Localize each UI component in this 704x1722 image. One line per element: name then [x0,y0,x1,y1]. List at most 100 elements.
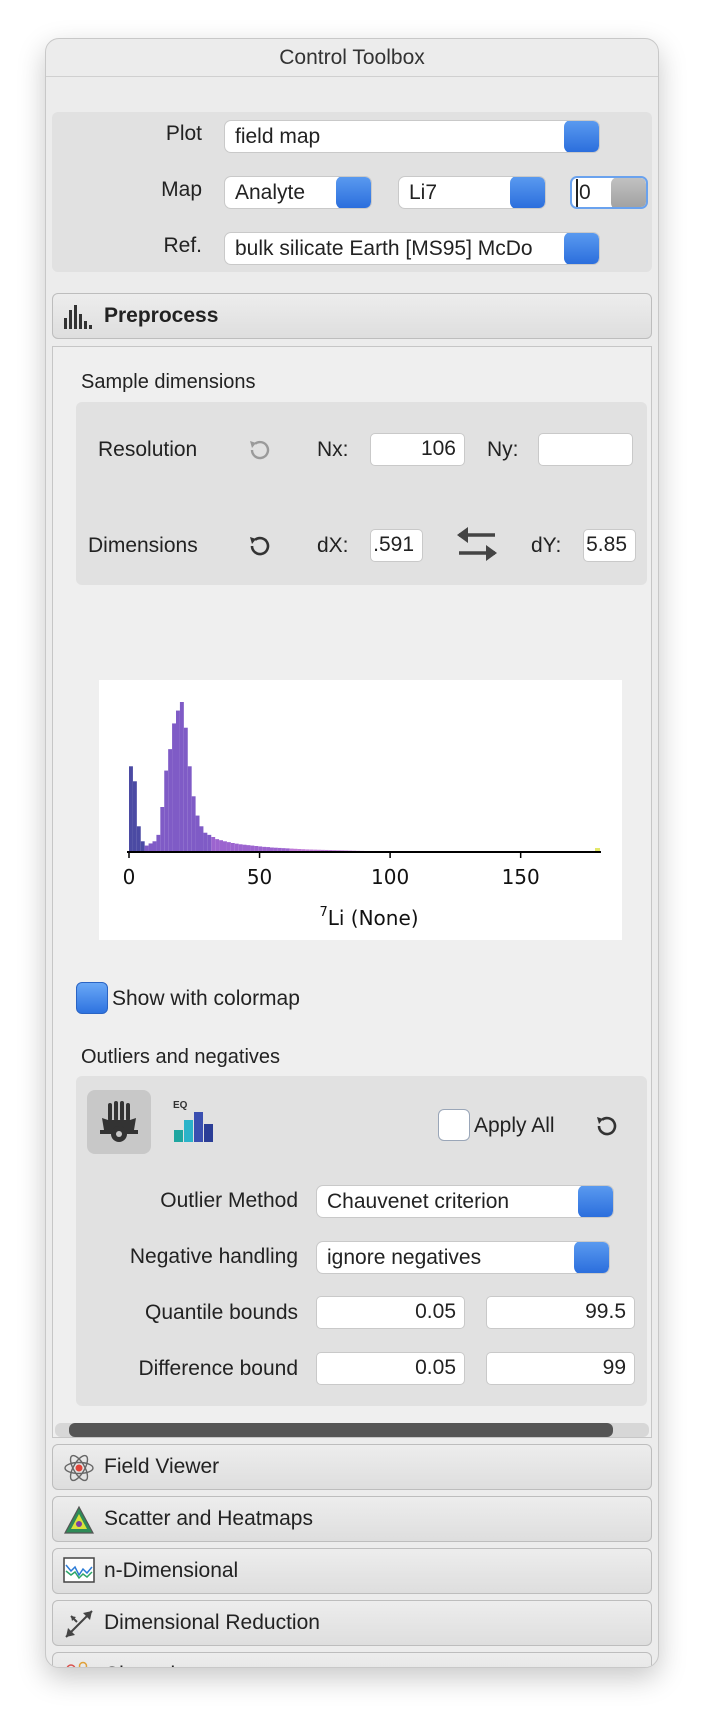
histogram-plot[interactable]: 0 50 100 150 7Li (None) [99,680,622,940]
dx-field[interactable]: .591 [370,529,423,562]
histogram-icon [63,304,93,335]
atom-icon [63,1452,95,1489]
histogram-bar [246,845,251,852]
histogram-bar [313,849,317,852]
outlier-method-label: Outlier Method [160,1189,298,1212]
dropdown-arrow-icon [336,177,371,208]
histogram-bar [234,843,239,852]
difference-lower-field[interactable]: 0.05 [316,1352,465,1385]
histogram-bar [285,848,290,852]
histogram-bar [223,841,227,852]
control-toolbox-window: Control Toolbox Plot field map Map Analy… [45,38,659,1668]
histogram-bar [183,727,188,852]
reference-dropdown[interactable]: bulk silicate Earth [MS95] McDo [224,232,600,265]
dropdown-arrow-icon [510,177,545,208]
histogram-bar [215,839,220,852]
histogram-xlabel-superscript: 7 [319,905,327,920]
map-label: Map [161,178,202,201]
title-bar[interactable]: Control Toolbox [46,39,658,77]
reset-outliers-icon[interactable] [593,1112,621,1145]
preprocess-section-header[interactable]: Preprocess [52,293,652,339]
histogram-bar [277,847,282,852]
histogram-bar [199,826,204,852]
map-index-value: 0 [576,179,610,207]
reset-resolution-icon[interactable] [246,436,274,469]
histogram-bar [324,849,329,852]
dy-label: dY: [531,534,562,557]
negative-handling-value: ignore negatives [327,1246,482,1269]
histogram-bar [136,826,141,852]
histogram-bar [164,770,169,852]
dy-field[interactable]: 5.85 [583,529,636,562]
section-n-dimensional[interactable]: n-Dimensional [52,1548,652,1594]
histogram-bar [176,710,180,852]
map-analyte-dropdown[interactable]: Li7 [398,176,546,209]
quantile-upper-field[interactable]: 99.5 [486,1296,635,1329]
section-n-dimensional-label: n-Dimensional [104,1559,239,1582]
histogram-bar [148,843,153,852]
clustering-icon [63,1660,95,1667]
histogram-bar [140,841,145,852]
histogram-bar [305,849,310,852]
histogram-bar [179,702,184,852]
section-clustering[interactable]: Clustering [52,1652,652,1667]
negative-handling-dropdown[interactable]: ignore negatives [316,1241,610,1274]
triangle-heatmap-icon [63,1504,95,1541]
histogram-bar [317,849,321,852]
plot-type-dropdown[interactable]: field map [224,120,600,153]
histogram-bar [595,848,600,852]
dimensions-label: Dimensions [88,534,198,557]
outlier-method-dropdown[interactable]: Chauvenet criterion [316,1185,614,1218]
scrollbar-thumb[interactable] [69,1423,613,1437]
map-type-dropdown[interactable]: Analyte [224,176,372,209]
section-dimensional-reduction[interactable]: Dimensional Reduction [52,1600,652,1646]
ny-field[interactable] [538,433,633,466]
plot-type-value: field map [235,125,321,148]
difference-upper-field[interactable]: 99 [486,1352,635,1385]
outlier-method-value: Chauvenet criterion [327,1190,510,1213]
histogram-tick-label: 100 [371,865,409,889]
section-scatter-heatmaps[interactable]: Scatter and Heatmaps [52,1496,652,1542]
section-dimensional-reduction-label: Dimensional Reduction [104,1611,320,1634]
dropdown-arrow-icon [578,1186,613,1217]
map-index-spinbox[interactable]: 0 [570,176,648,209]
resolution-label: Resolution [98,438,198,461]
histogram-bar [297,849,302,852]
ref-label: Ref. [163,234,202,257]
histogram-bar [293,848,298,852]
sample-dimensions-group: Resolution Nx: 106 Ny: Dimensions dX: .5… [76,402,647,585]
histogram-tick-label: 150 [502,865,540,889]
histogram-bar [301,849,306,852]
histogram-tick-label: 0 [123,865,136,889]
section-field-viewer[interactable]: Field Viewer [52,1444,652,1490]
difference-bound-label: Difference bound [138,1357,298,1380]
reset-dimensions-icon[interactable] [246,532,274,565]
equalize-button[interactable]: EQ [173,1100,219,1152]
histogram-bar [238,844,243,852]
nx-field[interactable]: 106 [370,433,465,466]
histogram-bar [132,781,137,852]
histogram-bar [262,846,267,852]
histogram-bar [191,796,196,852]
histogram-bar [242,844,247,852]
quantile-lower-field[interactable]: 0.05 [316,1296,465,1329]
histogram-xlabel: 7Li (None) [319,905,418,930]
apply-all-checkbox[interactable] [438,1109,470,1141]
dropdown-arrow-icon [564,233,599,264]
dimension-reduction-icon [63,1608,95,1645]
apply-all-label: Apply All [474,1114,555,1137]
section-field-viewer-label: Field Viewer [104,1455,220,1478]
plot-label: Plot [165,122,202,145]
outlier-filter-toggle-button[interactable] [87,1090,151,1154]
histogram-bar [270,847,274,852]
histogram-bar [254,846,259,852]
horizontal-scrollbar[interactable] [55,1423,649,1437]
show-colormap-checkbox[interactable] [76,982,108,1014]
histogram-bar [203,832,208,852]
negative-handling-label: Negative handling [129,1245,298,1268]
spin-arrows-icon [611,178,646,207]
swap-dimensions-icon[interactable] [455,524,499,569]
histogram-bar [226,842,231,852]
histogram-bar [129,766,133,852]
histogram-bar [144,845,149,852]
